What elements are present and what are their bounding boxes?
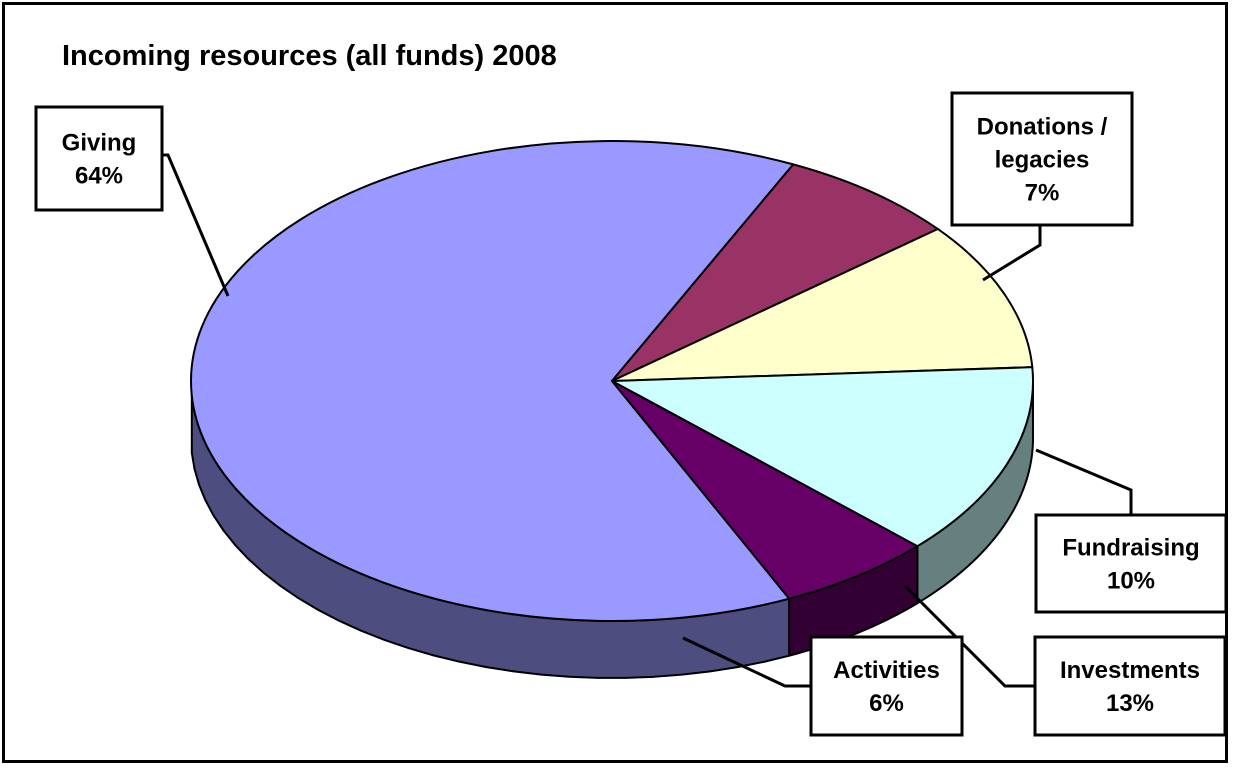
label-box-activities (809, 635, 964, 737)
label-name-fundraising: Fundraising (1062, 535, 1199, 562)
label-layer: Giving 64% Donations / legacies 7% Fundraisin… (34, 91, 1228, 737)
leader-line-donations-legacies (982, 225, 1042, 282)
label-name-donations-legacies: Donations / (977, 114, 1108, 141)
leader-line-activities (682, 636, 811, 688)
label-box-giving (34, 105, 164, 212)
label-value-investments: 13% (1106, 690, 1154, 717)
label-value-activities: 6% (869, 690, 904, 717)
label-fundraising: Fundraising 10% (1034, 448, 1228, 614)
label-donations-legacies: Donations / legacies 7% (950, 91, 1134, 282)
leader-line-fundraising (1035, 448, 1133, 515)
leader-line-investments (903, 584, 1035, 688)
pie-slice-investments (611, 366, 1034, 548)
label-name-activities: Activities (833, 657, 940, 684)
label-box-fundraising (1034, 513, 1228, 614)
pie-layer (190, 140, 1034, 679)
label-name-donations-legacies: legacies (995, 147, 1090, 174)
label-value-donations-legacies: 7% (1025, 180, 1060, 207)
pie-slice-donations-legacies (611, 163, 939, 382)
pie-slice-fundraising (611, 227, 1034, 382)
pie-slice-giving (190, 140, 795, 622)
label-value-giving: 64% (75, 163, 123, 190)
pie-slice-activities (611, 380, 919, 600)
leader-line-giving (163, 153, 230, 297)
chart-title: Incoming resources (all funds) 2008 (62, 40, 557, 72)
label-giving: Giving 64% (34, 105, 230, 297)
label-activities: Activities 6% (682, 635, 964, 737)
label-box-investments (1033, 635, 1227, 737)
label-box-donations-legacies (950, 91, 1134, 227)
label-investments: Investments 13% (903, 584, 1227, 737)
label-value-fundraising: 10% (1107, 568, 1155, 595)
label-name-giving: Giving (62, 130, 137, 157)
label-name-investments: Investments (1060, 657, 1200, 684)
